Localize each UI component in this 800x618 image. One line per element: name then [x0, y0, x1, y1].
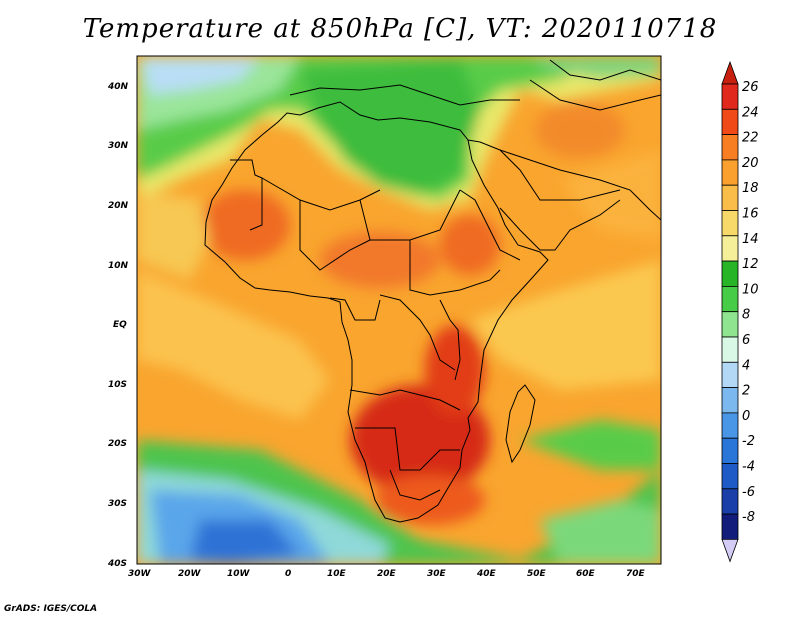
colorbar-label: 26	[742, 80, 759, 95]
colorbar-segment	[721, 108, 739, 136]
colorbar-segment	[721, 387, 739, 414]
border-6	[379, 294, 456, 371]
border-10	[329, 297, 381, 321]
border-7	[349, 389, 461, 411]
colorbar-segment	[721, 285, 739, 313]
colorbar-label: 14	[742, 232, 759, 247]
colorbar-segment	[721, 463, 739, 490]
colorbar-label: 24	[742, 105, 759, 120]
lon-label: 30E	[427, 569, 447, 579]
border-12	[459, 189, 521, 261]
temperature-field	[137, 56, 661, 564]
chart-title: Temperature at 850hPa [C], VT: 202011071…	[82, 14, 718, 44]
border-1	[230, 159, 263, 231]
lon-label: 20E	[377, 569, 397, 579]
colorbar-segment	[721, 260, 739, 287]
map-frame	[136, 55, 662, 565]
colorbar-label: 12	[742, 257, 759, 272]
lat-axis: 40N 30N 20N 10N EQ 10S 20S 30S 40S	[107, 82, 129, 569]
colorbar-segment	[721, 513, 739, 540]
colorbar-label: 20	[742, 156, 759, 171]
border-13	[499, 149, 621, 201]
lon-label: 10W	[227, 569, 251, 579]
lat-label: 10N	[108, 261, 129, 271]
colorbar-label: -4	[742, 460, 755, 475]
colorbar-label: 22	[742, 131, 759, 146]
lon-label: 70E	[626, 569, 646, 579]
colorbar-label: -8	[742, 510, 755, 525]
lon-label: 30W	[128, 569, 152, 579]
colorbar-label: -6	[742, 485, 755, 500]
lat-label: 10S	[108, 380, 127, 390]
arabia-coast	[467, 139, 661, 221]
lat-label: 30S	[108, 499, 127, 509]
colorbar-label: 18	[742, 181, 759, 196]
colorbar-segment	[721, 235, 739, 262]
colorbar-label: 2	[742, 384, 750, 399]
lon-label: 20W	[178, 569, 202, 579]
colorbar-label: 6	[742, 333, 750, 348]
arabia-south-coast	[499, 199, 621, 251]
border-8	[355, 427, 460, 471]
lat-label: EQ	[113, 320, 127, 330]
lat-label: 30N	[108, 141, 129, 151]
lat-label: 40S	[107, 559, 127, 569]
lon-axis: 30W 20W 10W 0 10E 20E 30E 40E 50E 60E 70…	[128, 569, 646, 579]
colorbar-label: 0	[742, 409, 750, 424]
lat-label: 20N	[108, 201, 129, 211]
border-4	[299, 200, 371, 271]
lat-label: 40N	[107, 82, 129, 92]
mediterranean-north	[289, 84, 520, 106]
border-2	[261, 177, 381, 211]
colorbar-top-arrow	[721, 60, 739, 85]
lon-label: 50E	[527, 569, 547, 579]
colorbar-segment	[721, 210, 739, 237]
colorbar-segment	[721, 83, 739, 110]
africa-coast	[204, 101, 549, 523]
lon-label: 10E	[327, 569, 347, 579]
colorbar-segment	[721, 311, 739, 338]
colorbar-segment	[721, 184, 739, 211]
coastlines	[204, 59, 661, 523]
lat-label: 20S	[108, 439, 127, 449]
colorbar-label: -2	[742, 434, 755, 449]
lon-label: 0	[285, 569, 291, 579]
colorbar-segment	[721, 437, 739, 464]
border-5	[409, 240, 501, 296]
border-14	[529, 79, 661, 111]
colorbar-segment	[721, 361, 739, 388]
colorbar-segment	[721, 336, 739, 363]
lon-label: 60E	[576, 569, 596, 579]
colorbar-segment	[721, 159, 739, 186]
border-15	[549, 59, 661, 81]
credit-text: GrADS: IGES/COLA	[4, 604, 98, 614]
madagascar	[505, 384, 536, 464]
colorbar-segment	[721, 134, 739, 161]
lon-label: 40E	[476, 569, 497, 579]
colorbar-label: 16	[742, 207, 759, 222]
colorbar-bottom-arrow	[721, 539, 739, 563]
colorbar-segment	[721, 412, 739, 439]
colorbar-segment	[721, 488, 739, 515]
border-11	[439, 299, 461, 381]
border-9	[389, 469, 441, 501]
colorbar-label: 4	[742, 358, 750, 373]
colorbar-label: 10	[742, 282, 759, 297]
colorbar-label: 8	[742, 308, 750, 323]
